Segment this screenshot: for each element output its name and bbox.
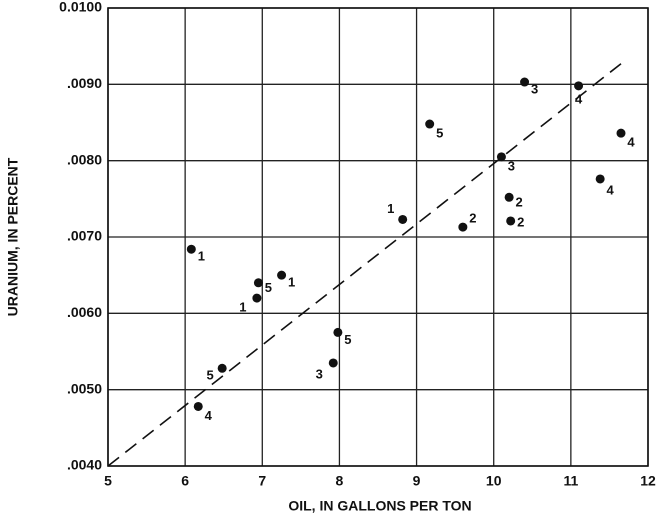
- point: [504, 192, 514, 202]
- y-tick-label: .0060: [67, 304, 102, 320]
- y-axis-title: URANIUM, IN PERCENT: [5, 157, 21, 316]
- x-tick-label: 10: [486, 473, 502, 489]
- x-tick-label: 11: [563, 473, 578, 489]
- point: [574, 81, 584, 91]
- point-label: 5: [344, 332, 351, 347]
- point-label: 1: [288, 275, 295, 290]
- point: [425, 119, 435, 129]
- x-tick-label: 9: [413, 473, 421, 489]
- point: [496, 152, 506, 162]
- point-label: 2: [517, 214, 524, 229]
- point: [595, 174, 605, 184]
- plot-frame: [107, 7, 649, 467]
- point-label: 3: [508, 158, 515, 173]
- x-tick-label: 6: [181, 473, 189, 489]
- y-tick-label: 0.0100: [59, 0, 102, 15]
- point-label: 5: [207, 368, 214, 383]
- point: [333, 327, 343, 337]
- point-label: 5: [265, 280, 272, 295]
- point-label: 3: [531, 81, 538, 96]
- x-tick-label: 7: [258, 473, 266, 489]
- point: [253, 278, 263, 288]
- x-axis-title: OIL, IN GALLONS PER TON: [288, 498, 471, 514]
- point: [398, 214, 408, 224]
- point-label: 3: [316, 366, 323, 381]
- point: [193, 401, 203, 411]
- point: [520, 77, 530, 87]
- point-label: 5: [436, 125, 443, 140]
- y-tick-label: .0070: [67, 228, 102, 244]
- point: [217, 363, 227, 373]
- x-tick-label: 8: [336, 473, 344, 489]
- point-label: 1: [387, 201, 394, 216]
- y-tick-label: .0080: [67, 151, 102, 167]
- point-label: 4: [607, 182, 615, 197]
- point-label: 2: [469, 211, 476, 226]
- point-label: 4: [205, 408, 213, 423]
- point: [506, 216, 516, 226]
- point: [328, 358, 338, 368]
- y-tick-label: .0090: [67, 75, 102, 91]
- point: [252, 293, 262, 303]
- point-label: 2: [516, 195, 523, 210]
- point: [277, 270, 287, 280]
- y-tick-label: .0050: [67, 380, 102, 396]
- y-tick-label: .0040: [67, 457, 102, 473]
- point-label: 4: [575, 91, 583, 106]
- x-tick-label: 5: [104, 473, 112, 489]
- point: [458, 222, 468, 232]
- point-label: 4: [627, 135, 635, 150]
- point: [186, 244, 196, 254]
- point: [616, 128, 626, 138]
- x-tick-label: 12: [640, 473, 656, 489]
- point-label: 1: [198, 249, 205, 264]
- point-label: 1: [239, 300, 246, 315]
